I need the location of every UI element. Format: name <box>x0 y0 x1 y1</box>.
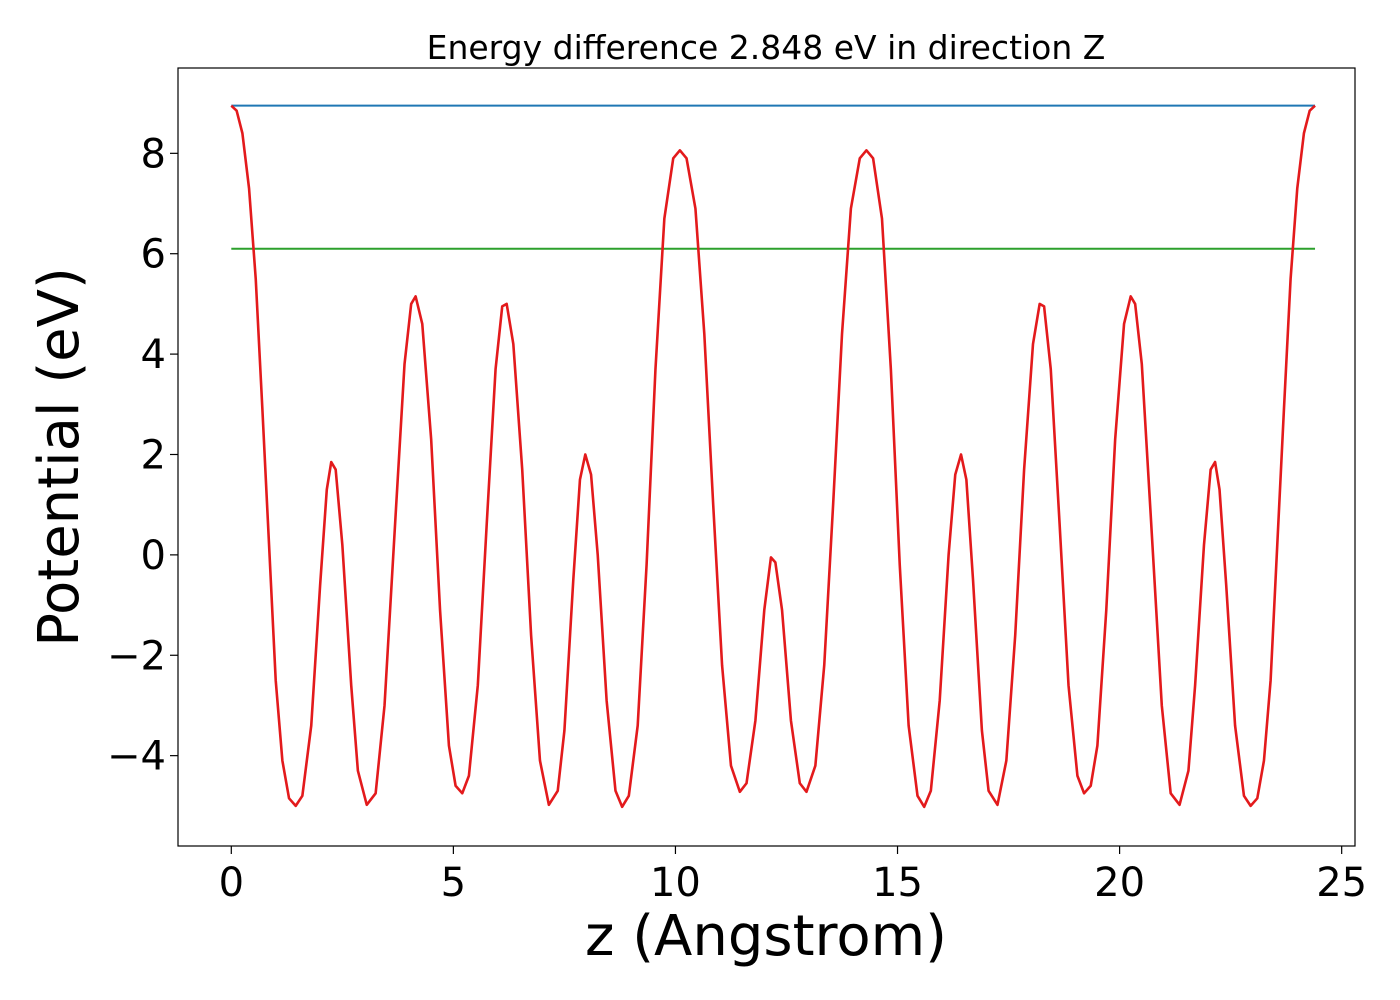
x-tick-label: 5 <box>441 860 466 906</box>
x-axis-label: z (Angstrom) <box>585 904 947 969</box>
y-tick-label: 8 <box>141 131 166 177</box>
y-axis: −4 −2 0 2 4 6 8 <box>107 131 178 780</box>
chart-title: Energy difference 2.848 eV in direction … <box>427 28 1106 67</box>
x-tick-label: 25 <box>1316 860 1367 906</box>
y-tick-label: −4 <box>107 734 166 780</box>
x-axis: 0 5 10 15 20 25 <box>219 846 1367 906</box>
plot-area-frame <box>177 67 1356 847</box>
y-tick-label: 6 <box>141 232 166 278</box>
x-tick-label: 0 <box>219 860 244 906</box>
potential-curve <box>230 104 1316 809</box>
x-tick-label: 10 <box>650 860 701 906</box>
plot-series <box>230 104 1316 809</box>
x-tick-label: 15 <box>872 860 923 906</box>
y-tick-label: −2 <box>107 633 166 679</box>
y-tick-label: 2 <box>141 432 166 478</box>
y-axis-label: Potential (eV) <box>27 267 92 647</box>
y-tick-label: 4 <box>141 332 166 378</box>
y-tick-label: 0 <box>141 533 166 579</box>
x-tick-label: 20 <box>1094 860 1145 906</box>
